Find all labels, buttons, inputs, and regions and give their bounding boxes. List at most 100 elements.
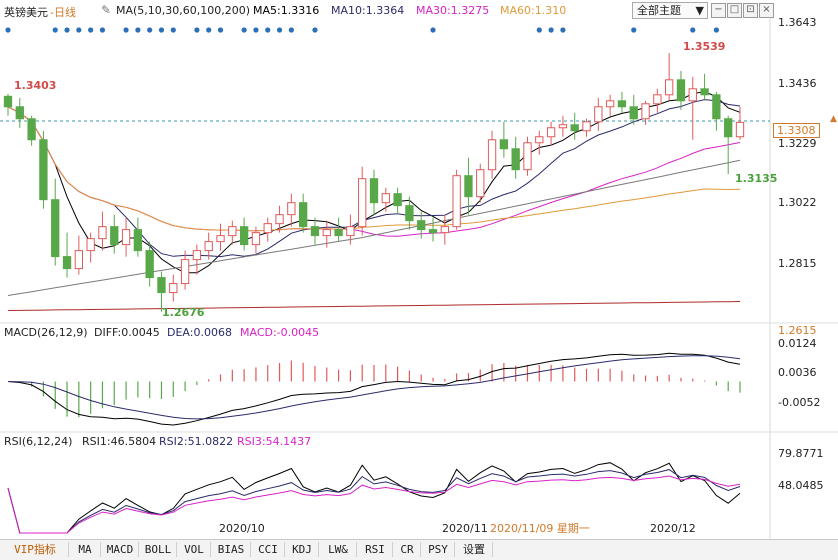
- signal-dot: [99, 27, 106, 33]
- zoom-in-button[interactable]: □: [727, 3, 742, 18]
- candle-body: [157, 277, 166, 294]
- rsi-panel: [7, 462, 741, 534]
- zoom-out-button[interactable]: −: [711, 3, 726, 18]
- candle-body: [346, 226, 355, 237]
- candle-body: [239, 226, 249, 246]
- signal-dot: [548, 27, 554, 33]
- date-label: 2020/11/09 星期一: [490, 522, 590, 535]
- candle-body: [27, 118, 36, 141]
- signal-dot: [288, 27, 294, 33]
- current-price-tag: 1.3308: [773, 123, 820, 138]
- signal-dot: [147, 27, 153, 33]
- rsi-tick: 79.8771: [778, 447, 824, 460]
- theme-select[interactable]: 全部主题 ▼: [632, 2, 708, 19]
- annotation-high: 1.3539: [683, 40, 726, 53]
- stock-chart[interactable]: [0, 0, 838, 539]
- candle-body: [169, 283, 178, 294]
- rsi1-value: RSI1:46.5804: [82, 435, 157, 448]
- rsi3-line: [7, 475, 741, 534]
- macd-tick: 0.0036: [778, 366, 817, 379]
- candle-body: [487, 139, 497, 171]
- signal-dot: [536, 27, 542, 33]
- signal-dot: [217, 27, 224, 33]
- restore-button[interactable]: ⊡: [743, 3, 758, 18]
- candle-body: [428, 229, 438, 234]
- signal-dot: [76, 27, 82, 33]
- candle-body: [499, 139, 509, 150]
- settings-icon[interactable]: ✎: [101, 3, 112, 17]
- candle-body: [629, 106, 638, 120]
- candle-body: [605, 100, 615, 108]
- candle-body: [452, 175, 461, 228]
- signal-dot: [170, 27, 176, 33]
- candle-body: [464, 175, 473, 198]
- signal-dot: [276, 27, 283, 33]
- symbol-label: 英镑美元: [4, 6, 48, 19]
- period-label[interactable]: -日线: [50, 6, 76, 19]
- tab-rsi[interactable]: RSI: [358, 542, 393, 557]
- candle-body: [712, 94, 721, 120]
- tab-settings[interactable]: 设置: [456, 542, 493, 557]
- rsi3-value: RSI3:54.1437: [237, 435, 312, 448]
- candle-body: [582, 121, 591, 132]
- tab-bias[interactable]: BIAS: [212, 542, 251, 557]
- candle-body: [263, 223, 272, 234]
- signal-dots: [5, 27, 719, 33]
- candle-body: [204, 241, 213, 252]
- close-button[interactable]: ×: [759, 3, 774, 18]
- candle-body: [617, 100, 627, 108]
- candle-body: [121, 229, 131, 246]
- signal-dot: [690, 27, 696, 33]
- candle-body: [417, 220, 426, 231]
- tab-psy[interactable]: PSY: [422, 542, 455, 557]
- signal-dot: [194, 27, 200, 33]
- rsi-tick: 48.0485: [778, 479, 824, 492]
- candle-body: [275, 214, 284, 225]
- current-price-arrow: ▲: [830, 114, 837, 124]
- candle-body: [39, 139, 48, 201]
- tab-vip-indicator[interactable]: VIP指标: [2, 542, 69, 557]
- price-tick: 1.3643: [778, 16, 817, 29]
- candle-body: [570, 124, 579, 132]
- tab-ma[interactable]: MA: [70, 542, 101, 557]
- tab-kdj[interactable]: KDJ: [286, 542, 319, 557]
- ma5-value: MA5:1.3316: [253, 4, 320, 17]
- signal-dot: [135, 27, 141, 33]
- ma10-line: [7, 99, 741, 258]
- ma10-value: MA10:1.3364: [331, 4, 405, 17]
- candle-body: [393, 193, 402, 207]
- ma60-value: MA60:1.310: [500, 4, 567, 17]
- signal-dot: [52, 27, 58, 33]
- candle-body: [133, 229, 143, 252]
- candle-body: [535, 136, 544, 144]
- macd-diff: DIFF:0.0045: [94, 326, 160, 339]
- signal-dot: [253, 27, 259, 33]
- candle-body: [676, 79, 686, 102]
- ma60-line: [7, 106, 741, 232]
- tab-macd[interactable]: MACD: [102, 542, 139, 557]
- annotation-recent-low: 1.3135: [735, 172, 778, 185]
- candle-body: [145, 250, 154, 279]
- signal-dot: [265, 27, 271, 33]
- candle-body: [180, 259, 190, 285]
- candle-body: [476, 169, 485, 198]
- candle-body: [405, 205, 414, 222]
- signal-dot: [430, 27, 436, 33]
- tab-lw[interactable]: LW&: [320, 542, 357, 557]
- rsi2-line: [7, 469, 741, 534]
- date-label: 2020/10: [219, 522, 265, 535]
- tab-cci[interactable]: CCI: [252, 542, 285, 557]
- ma-params-label: MA(5,10,30,60,100,200): [116, 4, 251, 17]
- tab-cr[interactable]: CR: [394, 542, 421, 557]
- candle-body: [665, 79, 674, 96]
- price-tick: 1.3022: [778, 196, 817, 209]
- price-tick: 1.3229: [778, 137, 817, 150]
- signal-dot: [123, 27, 129, 33]
- candle-body: [440, 226, 449, 234]
- candle-body: [688, 88, 697, 102]
- candle-body: [523, 142, 532, 171]
- tab-boll[interactable]: BOLL: [140, 542, 177, 557]
- price-tick: 1.2615: [778, 324, 817, 337]
- candle-body: [62, 256, 72, 270]
- tab-vol[interactable]: VOL: [178, 542, 211, 557]
